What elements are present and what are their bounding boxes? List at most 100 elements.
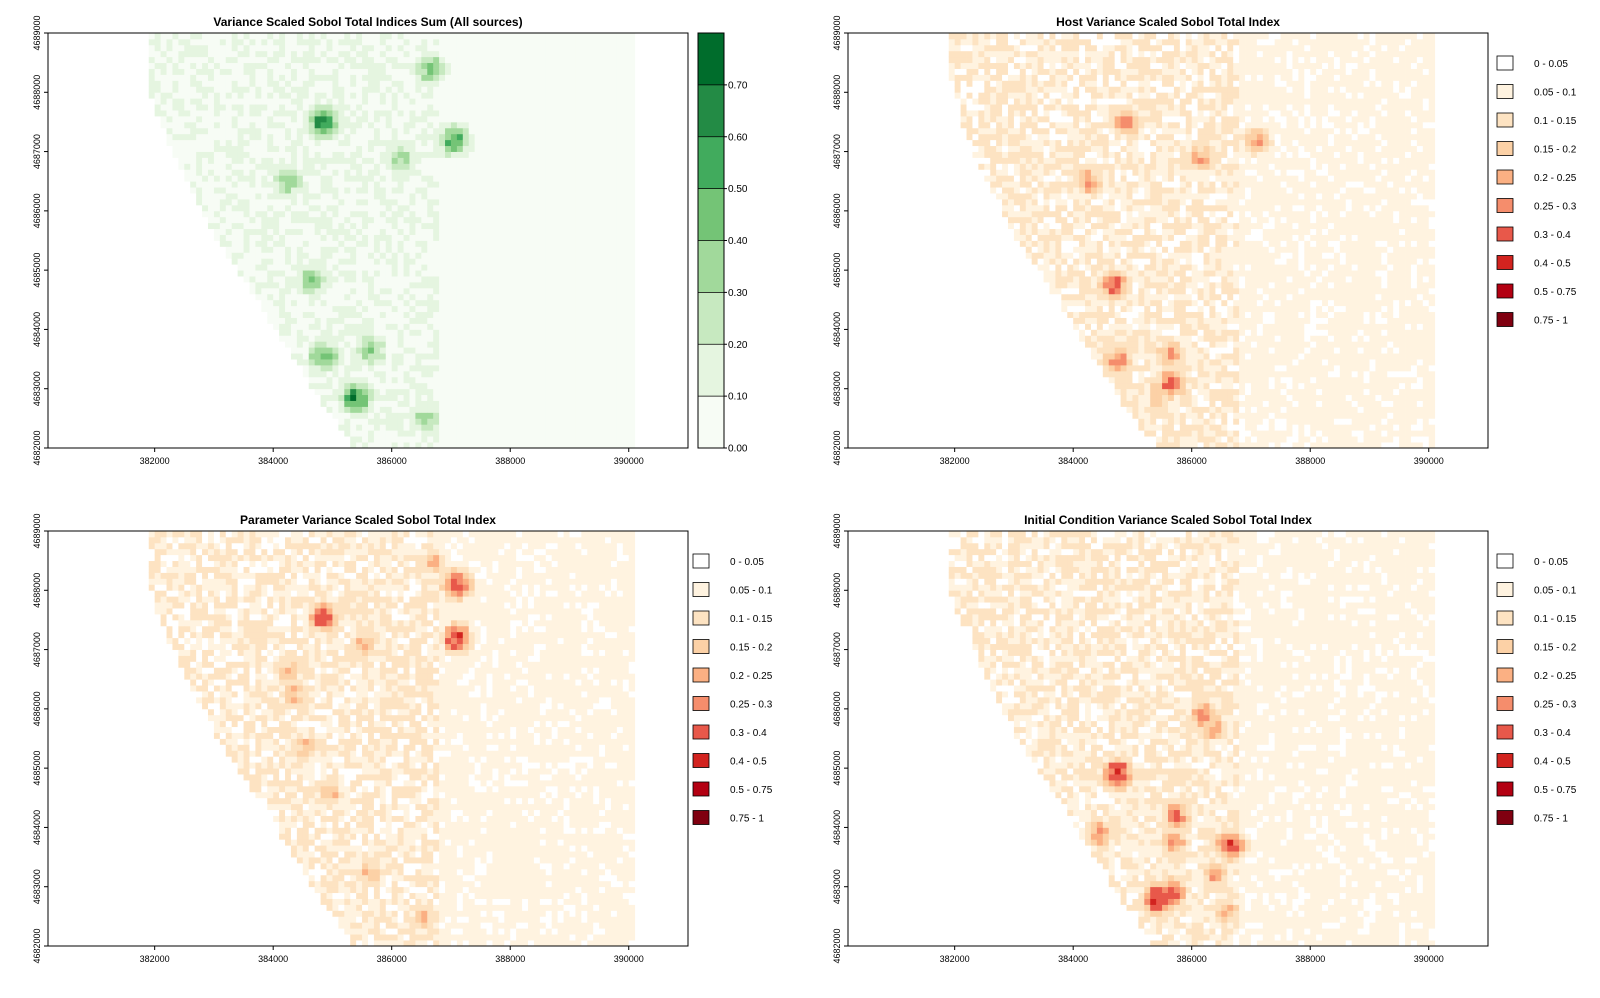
raster-cell <box>356 412 362 418</box>
raster-cell <box>350 146 356 152</box>
raster-cell <box>487 235 493 241</box>
x-tick-label: 384000 <box>258 456 288 466</box>
raster-cell <box>451 282 457 288</box>
raster-cell <box>309 241 315 247</box>
raster-cell <box>439 264 445 270</box>
raster-cell <box>279 217 285 223</box>
raster-cell <box>398 193 404 199</box>
raster-cell <box>279 110 285 116</box>
raster-cell <box>439 436 445 442</box>
raster-cell <box>374 39 380 45</box>
raster-cell <box>415 424 421 430</box>
raster-cell <box>510 146 516 152</box>
raster-cell <box>344 365 350 371</box>
raster-cell <box>581 335 587 341</box>
raster-cell <box>605 282 611 288</box>
raster-cell <box>587 329 593 335</box>
raster-cell <box>273 294 279 300</box>
raster-cell <box>564 241 570 247</box>
raster-cell <box>392 45 398 51</box>
raster-cell <box>226 63 232 69</box>
raster-cell <box>315 335 321 341</box>
raster-cell <box>232 92 238 98</box>
raster-cell <box>439 181 445 187</box>
raster-cell <box>552 51 558 57</box>
raster-cell <box>362 57 368 63</box>
raster-cell <box>344 371 350 377</box>
raster-cell <box>433 134 439 140</box>
raster-cell <box>427 158 433 164</box>
raster-cell <box>475 377 481 383</box>
raster-cell <box>249 246 255 252</box>
raster-cell <box>457 187 463 193</box>
raster-cell <box>492 146 498 152</box>
raster-cell <box>569 282 575 288</box>
raster-cell <box>374 217 380 223</box>
raster-cell <box>404 276 410 282</box>
raster-cell <box>593 401 599 407</box>
raster-cell <box>599 246 605 252</box>
raster-cell <box>332 128 338 134</box>
raster-cell <box>368 63 374 69</box>
raster-cell <box>415 110 421 116</box>
raster-cell <box>593 318 599 324</box>
raster-cell <box>516 158 522 164</box>
raster-cell <box>392 92 398 98</box>
raster-cell <box>611 205 617 211</box>
raster-cell <box>398 270 404 276</box>
raster-cell <box>208 181 214 187</box>
raster-cell <box>599 282 605 288</box>
raster-cell <box>427 128 433 134</box>
raster-cell <box>261 187 267 193</box>
raster-cell <box>469 193 475 199</box>
raster-cell <box>267 57 273 63</box>
raster-cell <box>605 288 611 294</box>
raster-cell <box>279 134 285 140</box>
raster-cell <box>581 412 587 418</box>
raster-cell <box>593 347 599 353</box>
raster-cell <box>226 134 232 140</box>
raster-cell <box>350 51 356 57</box>
raster-cell <box>534 116 540 122</box>
raster-cell <box>374 98 380 104</box>
raster-cell <box>297 104 303 110</box>
raster-cell <box>581 318 587 324</box>
raster-cell <box>332 235 338 241</box>
raster-cell <box>297 63 303 69</box>
raster-cell <box>990 169 996 175</box>
raster-cell <box>238 98 244 104</box>
raster-cell <box>208 128 214 134</box>
raster-cell <box>564 276 570 282</box>
raster-cell <box>522 110 528 116</box>
raster-cell <box>528 187 534 193</box>
raster-cell <box>202 134 208 140</box>
raster-cell <box>575 270 581 276</box>
raster-cell <box>303 205 309 211</box>
raster-cell <box>415 407 421 413</box>
raster-cell <box>469 324 475 330</box>
raster-cell <box>492 63 498 69</box>
raster-cell <box>261 63 267 69</box>
raster-cell <box>362 116 368 122</box>
raster-cell <box>617 158 623 164</box>
raster-cell <box>321 205 327 211</box>
raster-cell <box>238 86 244 92</box>
raster-cell <box>303 312 309 318</box>
raster-cell <box>415 175 421 181</box>
raster-cell <box>309 199 315 205</box>
raster-cell <box>427 306 433 312</box>
raster-cell <box>569 63 575 69</box>
raster-cell <box>297 341 303 347</box>
raster-cell <box>356 335 362 341</box>
raster-cell <box>315 140 321 146</box>
raster-cell <box>575 146 581 152</box>
raster-cell <box>285 223 291 229</box>
raster-cell <box>285 158 291 164</box>
raster-cell <box>587 241 593 247</box>
raster-cell <box>362 51 368 57</box>
raster-cell <box>255 57 261 63</box>
raster-cell <box>558 383 564 389</box>
raster-cell <box>303 359 309 365</box>
raster-cell <box>599 128 605 134</box>
raster-cell <box>439 211 445 217</box>
